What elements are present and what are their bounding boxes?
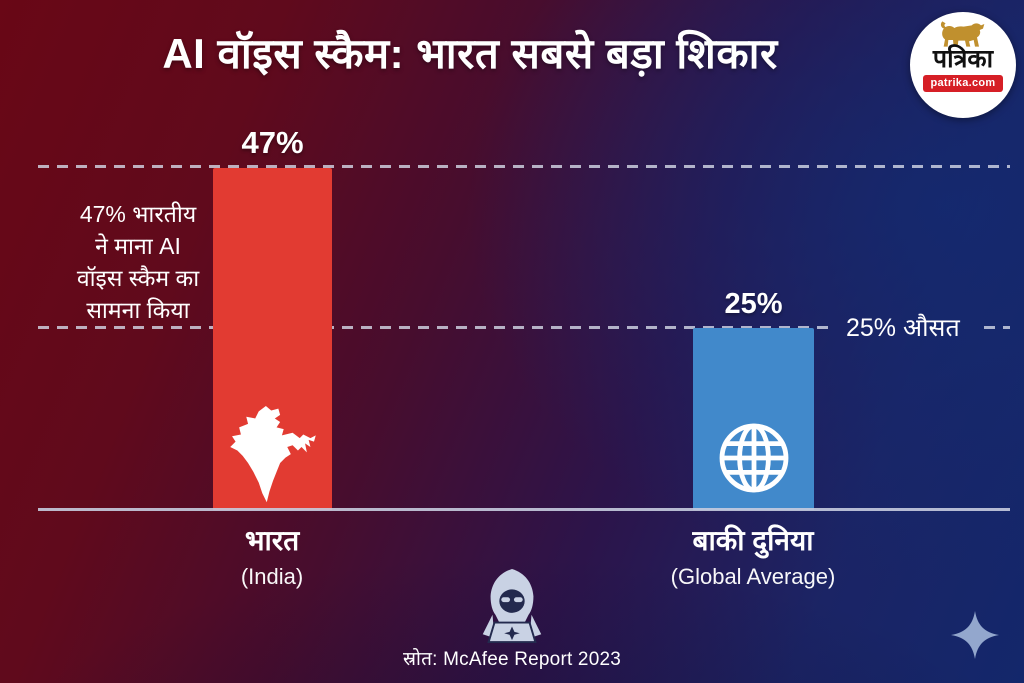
category-global-sublabel: (Global Average)	[670, 564, 836, 589]
left-annotation: 47% भारतीय ने माना AI वॉइस स्कैम का सामन…	[42, 198, 234, 326]
hacker-icon	[462, 568, 562, 649]
category-india-label: भारत	[244, 525, 300, 556]
category-global: बाकी दुनिया (Global Average)	[643, 521, 863, 590]
left-annotation-line: वॉइस स्कैम का	[76, 265, 200, 291]
bar-global	[693, 328, 814, 510]
gridline-25-right	[984, 326, 1010, 329]
bar-india	[213, 168, 332, 510]
logo-name: पत्रिका	[932, 45, 994, 73]
left-annotation-line: सामना किया	[86, 297, 190, 323]
category-global-label: बाकी दुनिया	[692, 525, 814, 556]
gridline-47	[38, 165, 1010, 168]
right-note: 25% औसत	[846, 314, 960, 342]
value-label-india: 47%	[241, 125, 304, 160]
left-annotation-line: ने माना AI	[95, 233, 181, 259]
logo-site: patrika.com	[923, 75, 1003, 92]
page-title: AI वॉइस स्कैम: भारत सबसे बड़ा शिकार	[162, 30, 778, 77]
category-india: भारत (India)	[172, 521, 372, 590]
left-annotation-line: 47% भारतीय	[79, 201, 197, 227]
gridline-25	[38, 326, 836, 329]
sparkle-icon	[951, 611, 999, 664]
india-map-icon	[229, 406, 316, 503]
category-india-sublabel: (India)	[240, 564, 304, 589]
x-axis-line	[38, 508, 1010, 511]
globe-icon	[719, 423, 788, 493]
source-text: स्रोत: McAfee Report 2023	[402, 649, 621, 670]
value-label-global: 25%	[724, 288, 783, 320]
lion-icon	[940, 21, 985, 47]
patrika-logo: पत्रिका patrika.com	[910, 12, 1016, 118]
